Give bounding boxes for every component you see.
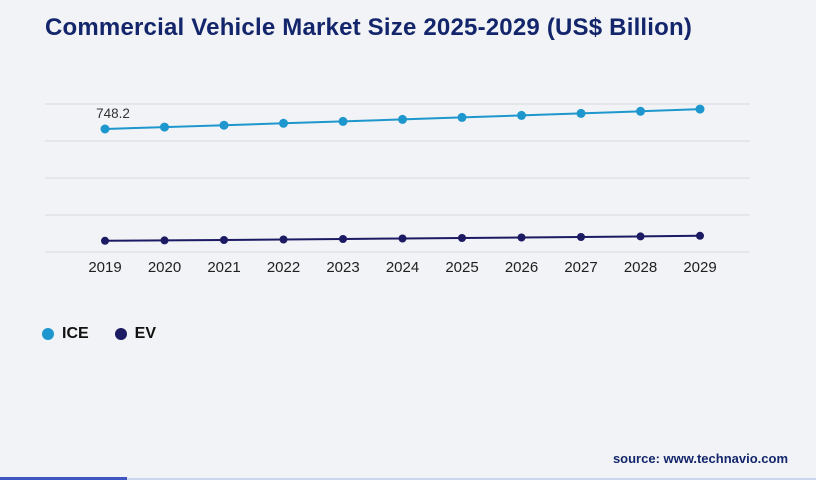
x-axis-label: 2019	[88, 259, 121, 276]
data-point-ice	[398, 114, 407, 124]
legend-label-ice: ICE	[62, 325, 89, 342]
data-point-ice	[279, 118, 288, 128]
data-point-ice	[160, 122, 169, 132]
bottom-divider	[0, 478, 816, 480]
data-point-ev	[101, 236, 109, 245]
chart-legend: ICE EV	[42, 322, 156, 346]
data-point-ice	[517, 110, 526, 120]
x-axis-label: 2021	[207, 259, 240, 276]
ice-legend-dot-icon	[42, 328, 54, 340]
data-point-ice	[695, 104, 705, 114]
ev-legend-dot-icon	[114, 328, 127, 340]
data-point-ice	[219, 120, 229, 130]
data-point-ice	[338, 116, 348, 126]
x-axis-label: 2020	[148, 259, 181, 276]
legend-item-ev: EV	[114, 325, 157, 343]
chart-title: Commercial Vehicle Market Size 2025-2029…	[45, 14, 693, 41]
data-point-ev	[458, 234, 466, 242]
legend-item-ice: ICE	[42, 325, 89, 343]
data-point-ev	[279, 235, 288, 244]
x-axis-label: 2025	[445, 259, 478, 276]
x-axis-label: 2028	[624, 259, 657, 276]
data-point-ev	[160, 236, 169, 245]
data-point-ev	[517, 233, 526, 242]
data-label: 748.2	[96, 106, 130, 121]
bottom-accent-bar	[0, 477, 127, 480]
data-point-ice	[100, 124, 110, 134]
data-point-ev	[636, 232, 645, 241]
x-axis-label: 2026	[505, 259, 538, 276]
data-point-ice	[457, 112, 467, 122]
x-axis-label: 2027	[564, 259, 597, 276]
legend-label-ev: EV	[134, 325, 157, 342]
line-chart-canvas: 2019 2020 2021 2022 2023 2024 2025 2026 2027 2028…	[45, 103, 750, 276]
data-point-ev	[339, 235, 347, 243]
data-point-ice	[576, 108, 586, 118]
data-point-ev	[696, 231, 704, 240]
x-axis-label: 2029	[683, 259, 716, 276]
data-point-ice	[636, 106, 645, 116]
data-point-ev	[398, 234, 407, 243]
x-axis-label: 2022	[267, 259, 300, 276]
line-chart: 2019 2020 2021 2022 2023 2024 2025 2026 2027 2028…	[45, 88, 755, 283]
source-attribution: source: www.technavio.com	[612, 451, 788, 466]
data-point-ev	[577, 233, 585, 241]
data-point-ev	[220, 236, 228, 244]
x-axis-label: 2023	[326, 259, 359, 276]
x-axis-label: 2024	[386, 259, 419, 276]
